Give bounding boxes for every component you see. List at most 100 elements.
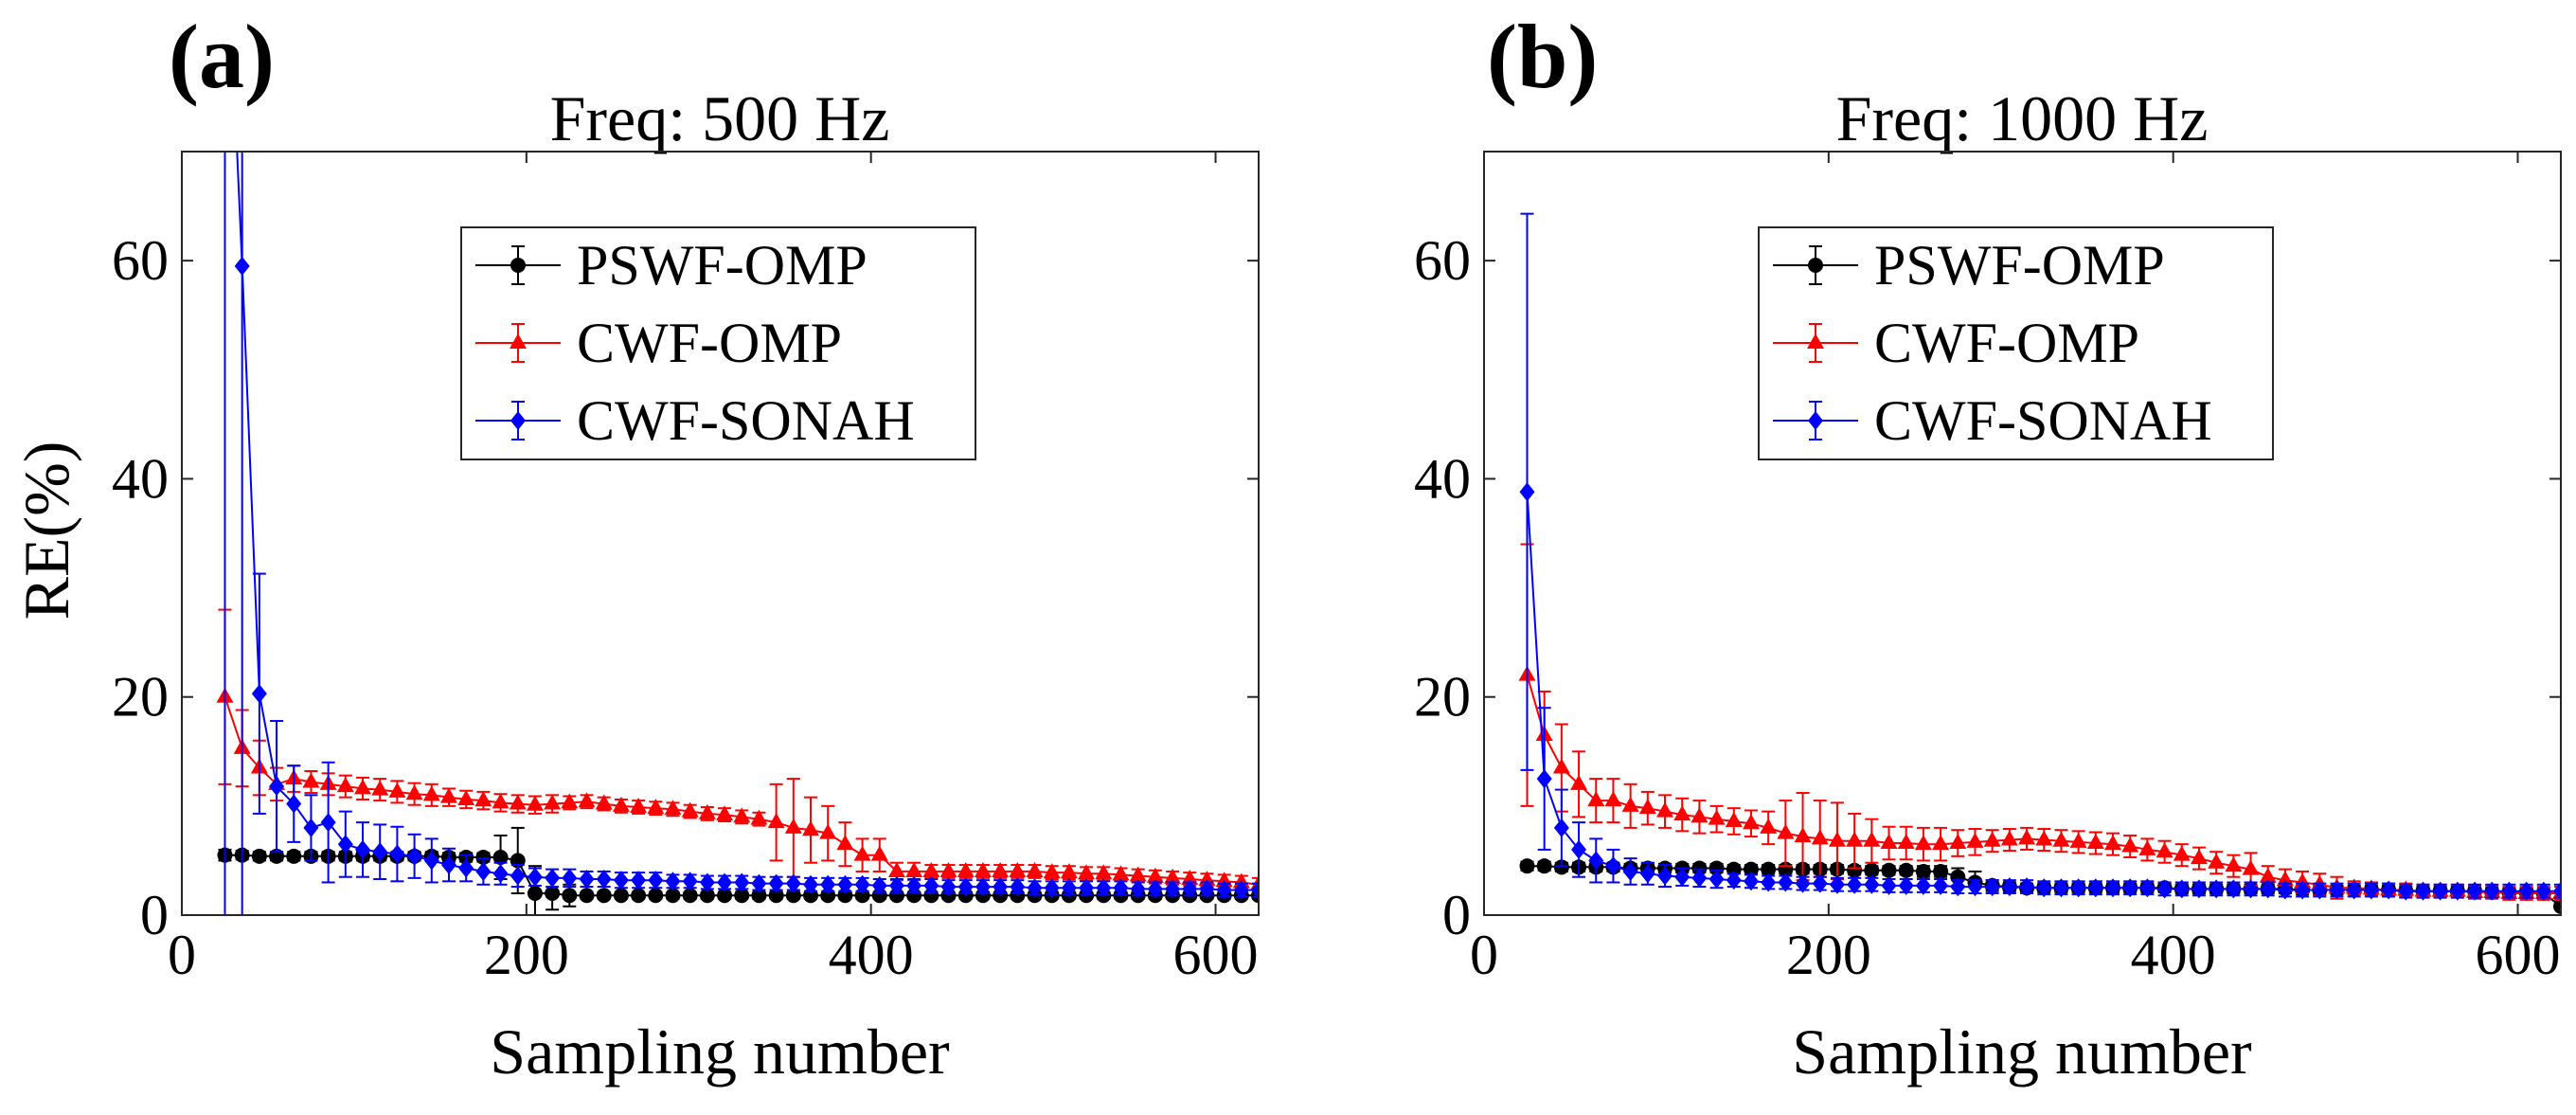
panel-a-ylabel: RE(%)	[10, 441, 82, 620]
data-point	[509, 794, 527, 810]
data-point	[819, 823, 837, 839]
data-point	[474, 791, 492, 807]
data-point	[423, 851, 439, 871]
data-point	[1095, 864, 1113, 880]
x-tick-label: 0	[168, 924, 196, 986]
data-point	[372, 842, 388, 862]
legend-label: CWF-SONAH	[1874, 389, 2212, 452]
data-point	[648, 888, 664, 904]
y-tick-label: 0	[1442, 884, 1471, 946]
data-point	[887, 861, 905, 877]
data-point	[2001, 877, 2017, 897]
data-point	[940, 877, 957, 897]
series-cwf-sonah	[1519, 212, 2561, 901]
data-point	[871, 875, 887, 895]
data-point	[837, 874, 853, 894]
panel-b-title: Freq: 1000 Hz	[1836, 82, 2209, 154]
data-point	[1915, 863, 1931, 879]
data-point	[1897, 834, 1915, 850]
data-point	[1933, 863, 1949, 879]
data-point	[2174, 879, 2190, 899]
data-point	[1570, 774, 1588, 790]
data-point	[836, 835, 854, 851]
data-point	[2277, 880, 2293, 900]
data-point	[320, 813, 336, 833]
data-point	[1639, 864, 1655, 884]
data-point	[1812, 873, 1828, 893]
legend-label: CWF-OMP	[577, 312, 842, 374]
data-point	[1552, 758, 1570, 774]
data-point	[1587, 791, 1605, 807]
panel-b-ticks: 0 200 400 600 0 20 40 60	[1414, 152, 2561, 986]
data-point	[2121, 836, 2139, 853]
legend-entry-cwf-sonah: CWF-SONAH	[1773, 389, 2212, 452]
data-point	[2432, 881, 2448, 901]
data-point	[1933, 875, 1949, 895]
data-point	[1691, 868, 1708, 888]
data-point	[682, 872, 698, 891]
data-point	[613, 888, 629, 904]
data-point	[2259, 867, 2277, 883]
data-point	[1571, 839, 1587, 859]
data-point	[1691, 860, 1708, 876]
data-point	[405, 784, 423, 800]
data-point	[458, 858, 474, 878]
data-point	[1708, 860, 1725, 876]
legend-marker-circle	[1808, 258, 1823, 273]
data-point	[1881, 875, 1897, 895]
data-point	[457, 789, 475, 805]
data-point	[734, 872, 750, 892]
data-point	[2449, 881, 2465, 901]
data-point	[1742, 814, 1760, 830]
data-point	[527, 867, 543, 887]
data-point	[665, 888, 681, 904]
data-point	[1638, 799, 1656, 815]
data-point	[2381, 880, 2397, 900]
data-point	[631, 888, 647, 904]
data-point	[1233, 880, 1249, 900]
y-tick-label: 40	[1414, 447, 1471, 510]
data-point	[957, 877, 974, 897]
data-point	[1130, 879, 1146, 899]
data-point	[303, 818, 319, 837]
data-point	[1828, 831, 1846, 847]
data-point	[2138, 839, 2156, 855]
data-point	[388, 782, 406, 798]
data-point	[802, 820, 820, 836]
data-point	[2069, 832, 2087, 848]
data-point	[2036, 878, 2052, 898]
data-point	[1743, 872, 1759, 891]
x-tick-label: 0	[1470, 924, 1498, 986]
data-point	[526, 795, 544, 811]
data-point	[2019, 877, 2035, 897]
data-point	[2087, 878, 2103, 898]
data-point	[734, 888, 750, 904]
data-point	[733, 807, 751, 823]
data-point	[1519, 858, 1535, 874]
data-point	[337, 835, 353, 854]
data-point	[286, 848, 302, 864]
data-point	[975, 877, 991, 897]
data-point	[492, 849, 509, 865]
data-point	[2243, 879, 2259, 899]
data-point	[1096, 878, 1112, 898]
panel-b-axes-box	[1483, 151, 2562, 916]
data-point	[406, 846, 422, 866]
legend-entry-cwf-sonah: CWF-SONAH	[475, 389, 915, 452]
panel-a-axes-box	[181, 151, 1260, 916]
y-tick-label: 0	[140, 884, 169, 946]
data-point	[785, 888, 801, 904]
data-point	[2000, 830, 2018, 846]
data-point	[992, 861, 1010, 877]
data-point	[612, 796, 630, 812]
data-point	[716, 805, 734, 821]
data-point	[2086, 834, 2104, 850]
series-cwf-omp	[216, 608, 1259, 892]
data-point	[2295, 880, 2311, 900]
data-point	[1898, 862, 1914, 878]
data-point	[1984, 877, 2000, 897]
data-point	[1251, 880, 1259, 900]
data-point	[1708, 809, 1726, 825]
data-point	[1881, 862, 1897, 878]
panel-b-label: (b)	[1487, 6, 1598, 107]
